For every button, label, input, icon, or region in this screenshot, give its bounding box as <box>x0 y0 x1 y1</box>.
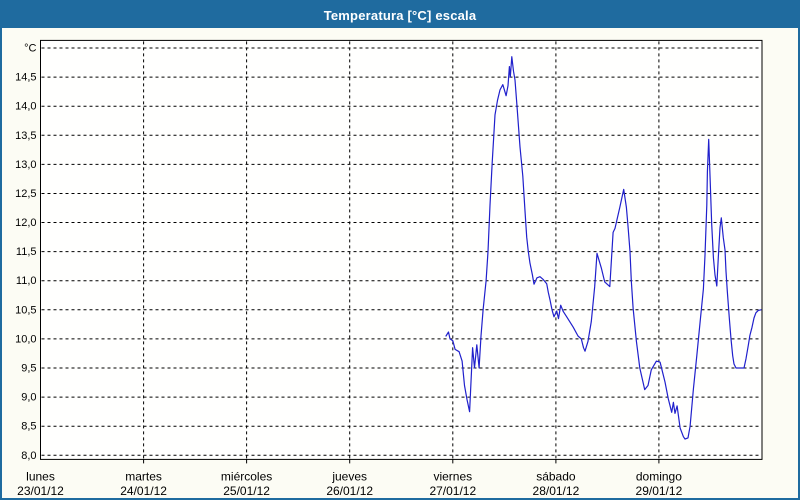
date-label: 24/01/12 <box>120 484 167 498</box>
date-label: 23/01/12 <box>17 484 64 498</box>
y-tick-label: 11,0 <box>16 275 37 287</box>
day-label: lunes <box>26 469 55 483</box>
unit-label: °C <box>24 43 36 55</box>
y-tick-label: 12,5 <box>15 188 36 200</box>
y-tick-label: 10,5 <box>15 304 36 316</box>
temperature-series-line <box>445 56 762 440</box>
chart-panel: 14,5 14,0 13,5 13,0 12,5 12,0 11,5 11,0 10,5 10,0… <box>2 28 798 498</box>
title-bar: Temperatura [°C] escala <box>2 2 798 28</box>
date-label: 28/01/12 <box>533 484 580 498</box>
y-tick-label: 13,5 <box>15 130 36 142</box>
y-tick-label: 9,0 <box>21 392 36 404</box>
date-label: 29/01/12 <box>636 484 683 498</box>
day-label: viernes <box>433 469 472 483</box>
window-title: Temperatura [°C] escala <box>323 7 477 23</box>
y-tick-label: 8,5 <box>21 421 36 433</box>
day-label: miércoles <box>221 469 272 483</box>
day-label: sábado <box>536 469 576 483</box>
date-label: 25/01/12 <box>223 484 270 498</box>
y-tick-label: 10,0 <box>15 333 36 345</box>
y-tick-label: 13,0 <box>15 159 36 171</box>
y-tick-label: 11,5 <box>16 246 37 258</box>
y-tick-label: 8,0 <box>21 450 36 462</box>
y-tick-label: 12,0 <box>15 217 36 229</box>
y-tick-label: 14,0 <box>15 101 36 113</box>
day-label: martes <box>125 469 162 483</box>
day-label: jueves <box>331 469 367 483</box>
date-label: 27/01/12 <box>429 484 476 498</box>
day-label: domingo <box>636 469 682 483</box>
temperature-chart: 14,5 14,0 13,5 13,0 12,5 12,0 11,5 11,0 10,5 10,0… <box>15 39 763 498</box>
date-label: 26/01/12 <box>326 484 373 498</box>
y-tick-label: 14,5 <box>15 72 36 84</box>
y-tick-label: 9,5 <box>21 363 36 375</box>
plot-border <box>40 39 763 460</box>
